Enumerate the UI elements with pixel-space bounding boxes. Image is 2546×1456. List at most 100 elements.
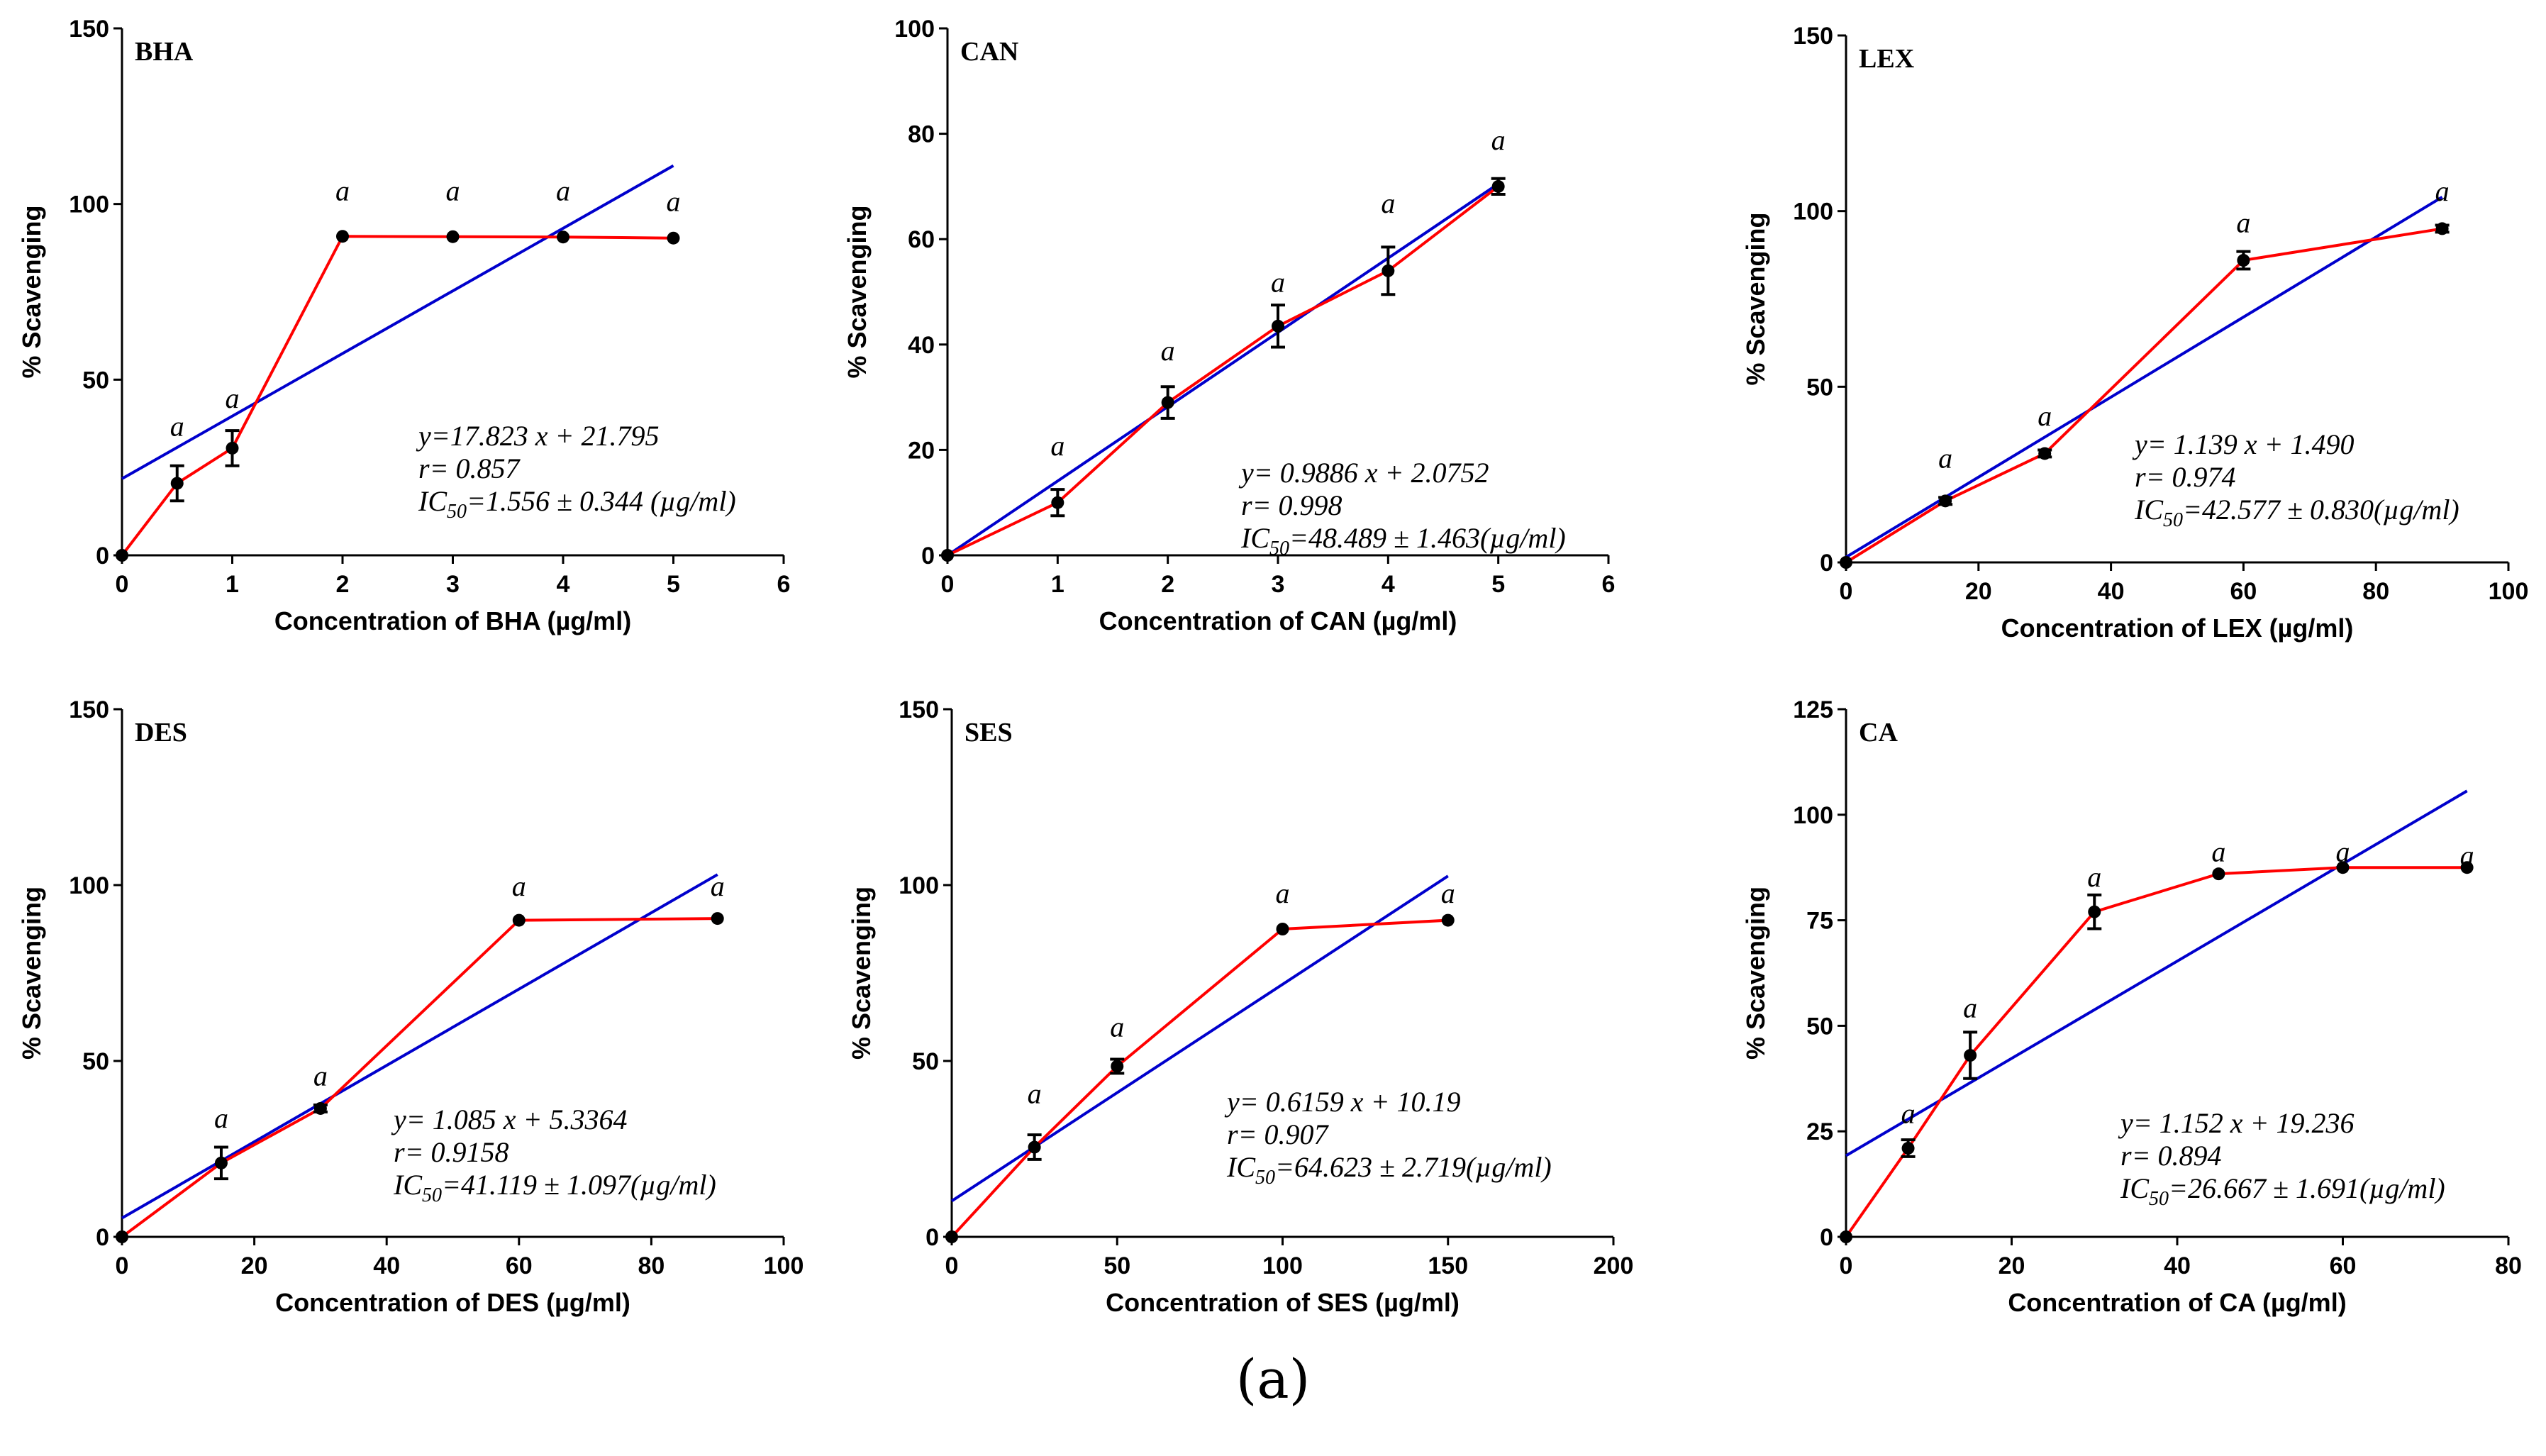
- y-axis-label: % Scavenging: [843, 205, 872, 378]
- x-tick-label: 60: [2330, 1252, 2357, 1279]
- regression-line: [121, 164, 674, 480]
- significance-label: a: [2087, 861, 2101, 893]
- y-tick-label: 100: [1793, 199, 1833, 226]
- ic50-subscript: 50: [2149, 1188, 2169, 1210]
- significance-label: a: [1381, 187, 1395, 219]
- regression-line: [1845, 789, 2468, 1157]
- significance-label: a: [170, 411, 184, 443]
- x-tick-label: 100: [2489, 578, 2529, 605]
- ic50-number: =64.623 ± 2.719(µg/ml): [1275, 1151, 1552, 1183]
- x-tick-label: 1: [1051, 571, 1064, 598]
- data-point: [2038, 447, 2052, 460]
- x-axis-label: Concentration of CAN (µg/ml): [1099, 606, 1457, 635]
- y-tick-label: 100: [899, 872, 939, 899]
- data-point: [941, 549, 954, 562]
- chart-can: 0 20 40 60 80 100 0 1 2 3 4 5 6 Concentration of CAN …: [843, 16, 1615, 635]
- x-tick-label: 6: [777, 571, 791, 598]
- data-point: [1491, 179, 1505, 193]
- ic50-prefix: IC: [1240, 522, 1270, 554]
- y-tick-label: 0: [921, 543, 935, 569]
- x-tick-label: 5: [1491, 571, 1505, 598]
- x-axis-label: Concentration of CA (µg/ml): [2008, 1288, 2346, 1317]
- y-axis-label: % Scavenging: [847, 887, 876, 1060]
- y-tick-label: 50: [1806, 374, 1833, 401]
- x-axis-label: Concentration of DES (µg/ml): [275, 1288, 630, 1317]
- data-series-line: [947, 185, 1499, 557]
- data-point: [214, 1156, 228, 1169]
- x-tick-label: 20: [1965, 578, 1992, 605]
- data-point: [313, 1101, 327, 1115]
- data-point: [336, 230, 349, 243]
- x-tick-label: 100: [764, 1252, 804, 1279]
- data-point: [446, 230, 460, 243]
- chart-title: LEX: [1859, 44, 1914, 74]
- regression-equation: y= 0.6159 x + 10.19: [1224, 1086, 1461, 1118]
- ic50-number: =41.119 ± 1.097(µg/ml): [442, 1169, 716, 1201]
- significance-label: a: [446, 175, 460, 207]
- data-point: [2336, 861, 2350, 874]
- significance-label: a: [512, 870, 526, 902]
- data-point: [557, 230, 569, 244]
- regression-equation: y= 0.9886 x + 2.0752: [1238, 457, 1489, 489]
- significance-label: a: [2038, 400, 2052, 432]
- significance-label: a: [335, 175, 350, 207]
- regression-line: [946, 182, 1499, 557]
- ic50-prefix: IC: [2120, 1172, 2150, 1204]
- data-point: [1840, 1230, 1852, 1243]
- significance-label: a: [1271, 267, 1285, 299]
- significance-label: a: [226, 382, 240, 414]
- significance-label: a: [556, 175, 570, 207]
- data-point: [945, 1230, 958, 1243]
- y-tick-label: 100: [69, 191, 109, 218]
- y-tick-label: 0: [925, 1224, 939, 1251]
- significance-label: a: [1963, 991, 1977, 1023]
- data-point: [1028, 1140, 1041, 1154]
- ic50-subscript: 50: [422, 1184, 442, 1206]
- correlation-coefficient: r= 0.907: [1227, 1118, 1330, 1150]
- x-tick-label: 80: [2495, 1252, 2522, 1279]
- significance-label: a: [1901, 1097, 1916, 1129]
- data-point: [1441, 913, 1455, 927]
- data-point: [667, 231, 680, 245]
- data-point: [2435, 222, 2449, 235]
- x-tick-label: 40: [2098, 578, 2125, 605]
- correlation-coefficient: r= 0.857: [418, 452, 521, 484]
- y-tick-label: 40: [908, 332, 935, 359]
- y-tick-label: 100: [69, 872, 109, 899]
- ic50-prefix: IC: [2134, 494, 2164, 526]
- x-tick-label: 5: [667, 571, 680, 598]
- significance-label: a: [2236, 206, 2250, 238]
- correlation-coefficient: r= 0.9158: [394, 1136, 509, 1168]
- ic50-prefix: IC: [418, 485, 448, 517]
- regression-equation: y= 1.139 x + 1.490: [2132, 428, 2355, 460]
- x-tick-label: 200: [1594, 1252, 1634, 1279]
- data-point: [2237, 254, 2250, 267]
- data-point: [1382, 264, 1395, 277]
- x-tick-label: 0: [116, 571, 129, 598]
- significance-label: a: [1028, 1078, 1042, 1110]
- y-axis-label: % Scavenging: [1741, 887, 1770, 1060]
- x-tick-label: 6: [1602, 571, 1616, 598]
- regression-equation: y= 1.152 x + 19.236: [2118, 1107, 2355, 1139]
- ic50-subscript: 50: [2163, 509, 2183, 531]
- significance-label: a: [1050, 430, 1064, 462]
- data-point: [512, 913, 526, 927]
- regression-equation: y= 1.085 x + 5.3364: [391, 1104, 628, 1135]
- x-tick-label: 20: [241, 1252, 268, 1279]
- chart-lex: 0 50 100 150 0 20 40 60 80 100 Concentration of LE…: [1741, 23, 2528, 643]
- y-tick-label: 150: [69, 16, 109, 43]
- ic50-value: IC50=26.667 ± 1.691(µg/ml): [2120, 1172, 2445, 1210]
- ic50-value: IC50=42.577 ± 0.830(µg/ml): [2134, 494, 2459, 531]
- x-tick-label: 2: [1161, 571, 1174, 598]
- chart-ses: 0 50 100 150 0 50 100 150 200 Concentration of SE…: [847, 696, 1633, 1317]
- significance-label: a: [1938, 442, 1952, 474]
- figure-panel-label: (a): [1235, 1347, 1311, 1411]
- correlation-coefficient: r= 0.894: [2120, 1140, 2222, 1172]
- ic50-value: IC50=1.556 ± 0.344 (µg/ml): [418, 485, 736, 523]
- ic50-subscript: 50: [447, 501, 467, 523]
- chart-title: SES: [965, 718, 1013, 748]
- chart-title: DES: [135, 718, 187, 748]
- x-tick-label: 0: [941, 571, 955, 598]
- significance-label: a: [1161, 335, 1175, 367]
- data-point: [1901, 1142, 1915, 1155]
